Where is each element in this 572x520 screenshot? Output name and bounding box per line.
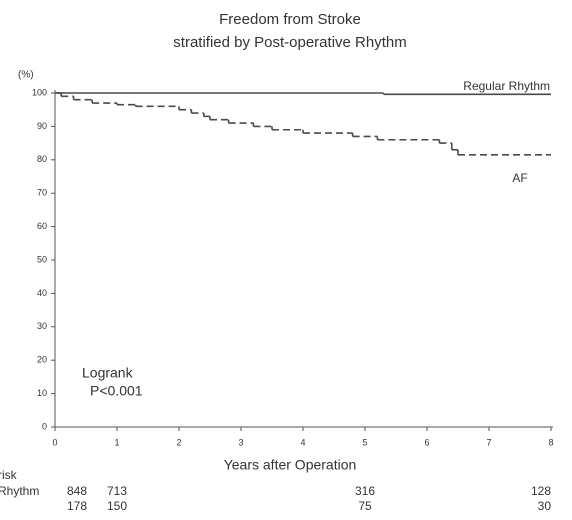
chart-subtitle: stratified by Post-operative Rhythm [173,34,406,51]
y-tick-label: 80 [37,154,47,164]
x-tick-label: 5 [362,437,367,447]
y-tick-label: 20 [37,355,47,365]
risk-count: 178 [67,499,87,513]
annotation: Logrank [82,365,134,381]
y-axis-label: (%) [18,70,34,81]
risk-count: 150 [107,499,127,513]
risk-count: 713 [107,484,127,498]
risk-count: 75 [358,499,372,513]
risk-title: risk [0,468,18,482]
x-tick-label: 3 [238,437,243,447]
series-label: AF [512,171,527,185]
x-tick-label: 2 [176,437,181,447]
x-tick-label: 0 [52,437,57,447]
risk-count: 30 [538,499,552,513]
x-tick-label: 6 [424,437,429,447]
y-tick-label: 0 [42,421,47,431]
risk-count: 316 [355,484,375,498]
y-tick-label: 10 [37,388,47,398]
y-tick-label: 100 [32,87,47,97]
y-tick-label: 50 [37,254,47,264]
x-tick-label: 1 [114,437,119,447]
x-tick-label: 4 [300,437,305,447]
x-tick-label: 8 [548,437,553,447]
y-tick-label: 40 [37,288,47,298]
y-tick-label: 90 [37,121,47,131]
risk-count: 848 [67,484,87,498]
risk-row-label: Rhythm [0,484,39,498]
series-label: Regular Rhythm [463,79,550,93]
risk-count: 128 [531,484,551,498]
y-tick-label: 70 [37,188,47,198]
x-axis-label: Years after Operation [224,457,357,473]
y-tick-label: 30 [37,321,47,331]
annotation: P<0.001 [90,383,143,399]
x-tick-label: 7 [486,437,491,447]
y-tick-label: 60 [37,221,47,231]
chart-title: Freedom from Stroke [219,11,361,28]
